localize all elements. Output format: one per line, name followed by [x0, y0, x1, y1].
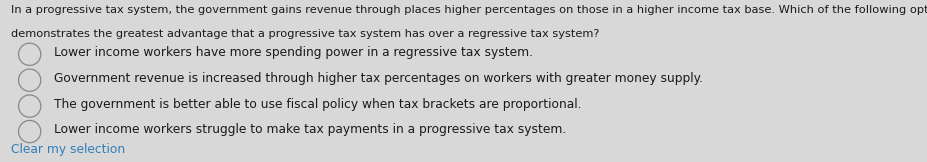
- Text: Government revenue is increased through higher tax percentages on workers with g: Government revenue is increased through …: [54, 72, 703, 85]
- Text: Lower income workers have more spending power in a regressive tax system.: Lower income workers have more spending …: [54, 46, 533, 59]
- Text: In a progressive tax system, the government gains revenue through places higher : In a progressive tax system, the governm…: [11, 5, 927, 15]
- Text: Clear my selection: Clear my selection: [11, 143, 125, 156]
- Text: Lower income workers struggle to make tax payments in a progressive tax system.: Lower income workers struggle to make ta…: [54, 123, 566, 136]
- Text: demonstrates the greatest advantage that a progressive tax system has over a reg: demonstrates the greatest advantage that…: [11, 29, 600, 39]
- Text: The government is better able to use fiscal policy when tax brackets are proport: The government is better able to use fis…: [54, 98, 581, 111]
